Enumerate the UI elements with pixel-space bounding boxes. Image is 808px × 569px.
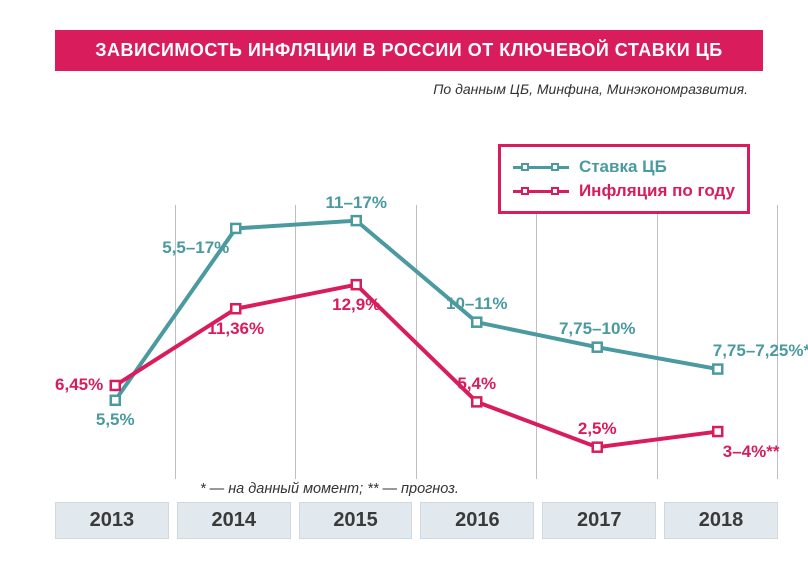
inflation-label: 5,4% [457,374,496,394]
legend-label-1: Ставка ЦБ [579,157,667,177]
rate-label: 5,5–17% [162,238,229,258]
legend-swatch-1 [513,166,569,169]
inflation-marker [472,397,481,406]
inflation-label: 12,9% [332,295,380,315]
chart-title: ЗАВИСИМОСТЬ ИНФЛЯЦИИ В РОССИИ ОТ КЛЮЧЕВО… [55,30,763,71]
chart-area: 5,5%5,5–17%11–17%10–11%7,75–10%7,75–7,25… [55,205,778,479]
inflation-label: 2,5% [578,419,617,439]
rate-label: 7,75–7,25%* [713,341,808,361]
inflation-label: 6,45% [55,375,103,395]
rate-label: 11–17% [326,193,387,213]
rate-label: 5,5% [96,410,135,430]
inflation-marker [352,280,361,289]
legend-label-2: Инфляция по году [579,181,735,201]
year-cell: 2018 [664,502,778,539]
inflation-line [115,285,718,448]
chart-subtitle: По данным ЦБ, Минфина, Минэкономразвития… [0,81,748,97]
inflation-label: 11,36% [207,319,264,339]
inflation-label: 3–4%** [723,442,780,462]
legend-swatch-2 [513,190,569,193]
year-cell: 2013 [55,502,169,539]
legend-item-1: Ставка ЦБ [513,157,735,177]
year-axis: 201320142015201620172018 [55,502,778,539]
rate-label: 10–11% [446,294,507,314]
year-cell: 2015 [299,502,413,539]
year-cell: 2014 [177,502,291,539]
year-cell: 2016 [420,502,534,539]
inflation-marker [111,381,120,390]
legend-item-2: Инфляция по году [513,181,735,201]
inflation-marker [713,427,722,436]
footnote: * — на данный момент; ** — прогноз. [200,481,459,497]
rate-marker [593,343,602,352]
inflation-marker [231,304,240,313]
rate-marker [713,365,722,374]
inflation-marker [593,443,602,452]
rate-marker [111,396,120,405]
legend: Ставка ЦБ Инфляция по году [498,144,750,214]
rate-marker [352,216,361,225]
rate-label: 7,75–10% [559,319,636,339]
rate-marker [472,318,481,327]
rate-marker [231,224,240,233]
year-cell: 2017 [542,502,656,539]
